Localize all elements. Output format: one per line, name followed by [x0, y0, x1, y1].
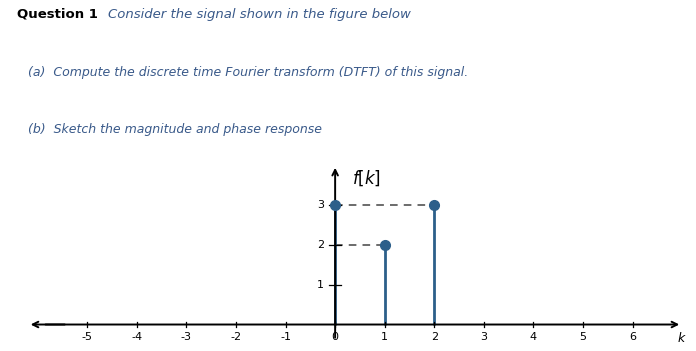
Text: 3: 3	[317, 200, 324, 210]
Text: 1: 1	[381, 332, 388, 342]
Text: Consider the signal shown in the figure below: Consider the signal shown in the figure …	[108, 8, 411, 21]
Text: -3: -3	[181, 332, 192, 342]
Text: 6: 6	[629, 332, 636, 342]
Text: (b)  Sketch the magnitude and phase response: (b) Sketch the magnitude and phase respo…	[28, 123, 322, 136]
Text: k: k	[677, 332, 684, 345]
Text: -4: -4	[132, 332, 143, 342]
Text: -5: -5	[82, 332, 93, 342]
Text: 5: 5	[580, 332, 587, 342]
Text: 3: 3	[480, 332, 487, 342]
Text: (a)  Compute the discrete time Fourier transform (DTFT) of this signal.: (a) Compute the discrete time Fourier tr…	[28, 66, 468, 79]
Text: -2: -2	[230, 332, 242, 342]
Text: 0: 0	[331, 332, 339, 342]
Text: 2: 2	[317, 240, 324, 250]
Text: Question 1: Question 1	[17, 8, 98, 21]
Text: 1: 1	[317, 280, 324, 290]
Text: 4: 4	[530, 332, 537, 342]
Text: $f[k]$: $f[k]$	[352, 168, 381, 188]
Text: 2: 2	[431, 332, 438, 342]
Text: -1: -1	[280, 332, 291, 342]
